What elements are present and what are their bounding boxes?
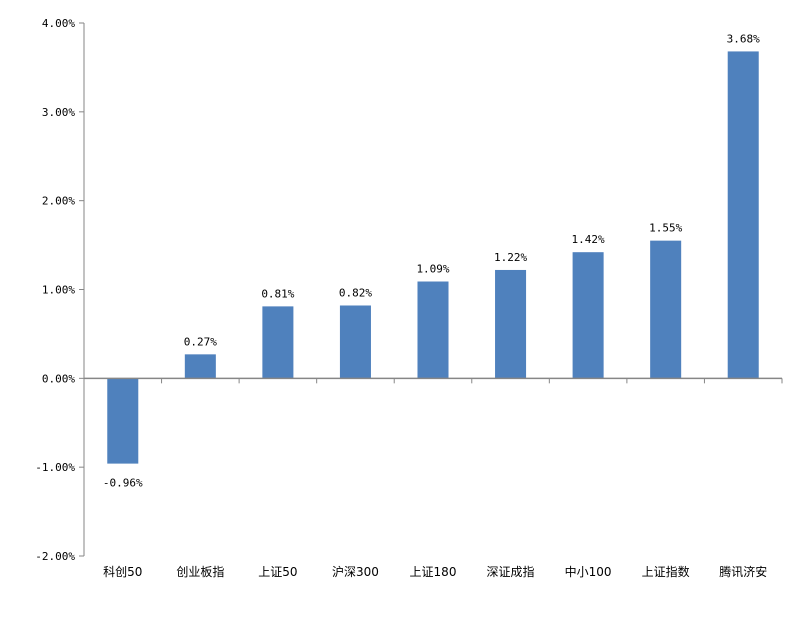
bar <box>417 281 449 379</box>
category-labels: 科创50 创业板指 上证50 沪深300 上证180 深证成指 中小100 上证指数 腾讯济安 <box>103 564 767 579</box>
y-tick-label: 3.00% <box>42 106 75 119</box>
category-label: 沪深300 <box>332 565 379 579</box>
category-label: 腾讯济安 <box>719 564 767 579</box>
bar <box>184 354 216 379</box>
bars <box>107 51 759 464</box>
bar <box>107 378 139 464</box>
data-label: 1.09% <box>416 263 449 276</box>
y-tick-label: -2.00% <box>35 550 75 563</box>
category-label: 上证180 <box>410 565 457 579</box>
y-tick-label: 1.00% <box>42 284 75 297</box>
bar <box>727 51 759 379</box>
y-tick-label: -1.00% <box>35 461 75 474</box>
category-label: 科创50 <box>103 565 142 579</box>
data-label: 1.55% <box>649 222 682 235</box>
y-tick-label: 2.00% <box>42 195 75 208</box>
y-axis: 4.00% 3.00% 2.00% 1.00% 0.00% -1.00% -2.00% <box>35 17 85 563</box>
bar <box>339 305 371 379</box>
data-label: 0.82% <box>339 286 372 299</box>
data-labels: -0.96% 0.27% 0.81% 0.82% 1.09% 1.22% 1.42% 1.55… <box>103 32 760 489</box>
data-label: 1.42% <box>572 233 605 246</box>
data-label: 0.81% <box>261 287 294 300</box>
bar <box>495 269 527 379</box>
y-tick-label: 4.00% <box>42 17 75 30</box>
x-axis <box>83 377 783 384</box>
category-label: 深证成指 <box>487 564 535 579</box>
data-label: 1.22% <box>494 251 527 264</box>
bar <box>262 306 294 379</box>
data-label: 0.27% <box>184 335 217 348</box>
category-label: 中小100 <box>565 564 612 579</box>
bar <box>572 252 604 379</box>
category-label: 上证指数 <box>642 564 690 579</box>
bar <box>650 240 682 379</box>
data-label: -0.96% <box>103 477 143 490</box>
y-tick-label: 0.00% <box>42 372 75 385</box>
category-label: 上证50 <box>258 565 297 579</box>
data-label: 3.68% <box>727 32 760 45</box>
category-label: 创业板指 <box>176 564 224 579</box>
